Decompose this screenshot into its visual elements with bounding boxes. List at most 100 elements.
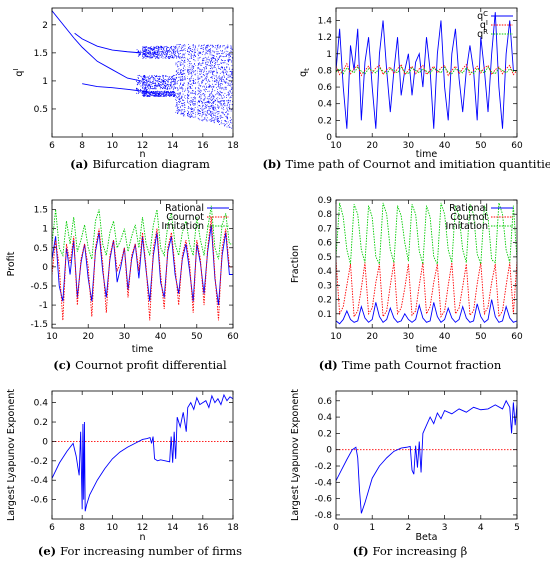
x-tick-label: 50 [475,332,487,342]
x-tick-label: 30 [119,332,131,342]
x-tick-label: 30 [403,332,415,342]
series-line-green [336,203,517,264]
series-line-blue [336,401,517,514]
y-tick-label: -1 [39,301,48,311]
y-tick-label: 1 [326,50,332,60]
y-tick-label: 1.5 [34,49,48,59]
y-tick-label: 0.2 [34,418,48,428]
caption-d: (d) Time path Cournot fraction [319,358,502,372]
y-tick-label: 1.5 [34,206,48,216]
legend-entry-label: Imitation [446,221,488,232]
legend: RationalCournotImitation [162,203,229,232]
y-tick-label: 0.3 [318,281,332,291]
x-tick-label: 10 [107,523,119,533]
y-tick-label: 0.5 [318,253,332,263]
caption-c: (c) Cournot profit differential [53,358,227,372]
caption-text: Time path of Cournot and imitiation quan… [285,157,550,171]
x-tick-label: 2 [406,523,412,533]
x-axis-label: n [139,532,145,543]
plot-area-f [336,401,517,514]
caption-letter: (f) [353,544,369,558]
caption-text: Cournot profit differential [75,358,227,372]
caption-letter: (d) [319,358,338,372]
x-tick-label: 40 [439,332,451,342]
y-tick-label: -0.4 [30,476,48,486]
axes-frame [336,391,517,519]
y-tick-label: 0 [326,133,332,143]
y-tick-label: 0 [326,446,332,456]
plot-area-e [52,395,233,511]
x-tick-label: 18 [227,523,239,533]
x-tick-label: 8 [79,141,85,151]
legend-entry-label: Imitation [162,221,204,232]
caption-letter: (e) [38,544,56,558]
x-tick-label: 4 [478,523,484,533]
x-tick-label: 50 [191,332,203,342]
y-tick-label: 0.8 [318,66,333,76]
caption-letter: (b) [263,157,282,171]
y-tick-label: -0.2 [30,457,48,467]
plot-area-b [336,12,517,129]
x-tick-label: 16 [197,523,209,533]
caption-b: (b) Time path of Cournot and imitiation q… [263,157,550,171]
plot-area-c [52,206,233,321]
x-tick-label: 6 [49,523,55,533]
y-axis-label: qI [12,68,25,76]
chart-f: 0 1 2 3 4 5-0.8-0.6-0.4-0.200.20.40.6BetaLarg… [290,389,520,558]
x-tick-label: 14 [167,141,179,151]
x-tick-label: 3 [442,523,448,533]
y-tick-label: 0.5 [34,105,48,115]
y-tick-label: 0.6 [318,83,333,93]
caption-letter: (a) [70,157,88,171]
series-line-blue [52,395,233,511]
chart-c: 10 20 30 40 50 60-1.5-1-0.500.511.5timeProfit… [6,200,239,372]
y-tick-label: 0.1 [318,310,332,320]
x-tick-label: 10 [330,141,342,151]
x-tick-label: 30 [403,141,415,151]
y-tick-label: 0 [42,263,48,273]
y-tick-label: -1.5 [30,320,48,330]
x-tick-label: 60 [511,141,523,151]
x-tick-label: 40 [439,141,451,151]
x-tick-label: 20 [82,332,94,342]
caption-letter: (c) [53,358,71,372]
y-tick-label: 0 [42,437,48,447]
x-axis-label: time [416,344,438,355]
plot-area-a [52,11,233,129]
y-tick-label: 1.4 [318,16,333,26]
x-tick-label: 14 [167,523,179,533]
x-tick-label: 6 [49,141,55,151]
legend: RationalCournotImitation [446,203,513,232]
x-tick-label: 20 [366,332,378,342]
legend-entry-label: qR [477,28,488,40]
chart-a: 6 8 10 12 14 16 180.511.52nqI(a) Bifurcation di… [12,8,239,171]
chaos-band [142,44,233,129]
y-tick-label: 0.4 [318,413,333,423]
x-axis-label: Beta [416,532,438,543]
y-tick-label: -0.8 [314,511,332,521]
plot-area-d [336,203,517,324]
y-tick-label: -0.4 [314,478,332,488]
caption-a: (a) Bifurcation diagram [70,157,210,171]
y-tick-label: 0.4 [34,399,49,409]
x-tick-label: 1 [369,523,375,533]
x-tick-label: 5 [514,523,520,533]
y-axis-label: Largest Lyapunov Exponent [6,389,17,521]
y-axis-label: Largest Lyapunov Exponent [290,389,301,521]
series-line-green [52,206,233,259]
x-tick-label: 20 [366,141,378,151]
x-tick-label: 10 [46,332,58,342]
axes-frame [52,8,233,137]
y-axis-label: qt [298,68,311,77]
axes-frame [52,391,233,519]
y-axis-label: Fraction [290,245,301,283]
y-tick-label: 0.9 [318,196,333,206]
caption-f: (f) For increasing β [353,544,468,558]
caption-e: (e) For increasing number of firms [38,544,242,558]
x-tick-label: 18 [227,141,239,151]
x-tick-label: 60 [511,332,523,342]
y-tick-label: 0.5 [34,244,48,254]
y-axis-label: Profit [6,251,17,276]
y-tick-label: -0.2 [314,462,332,472]
